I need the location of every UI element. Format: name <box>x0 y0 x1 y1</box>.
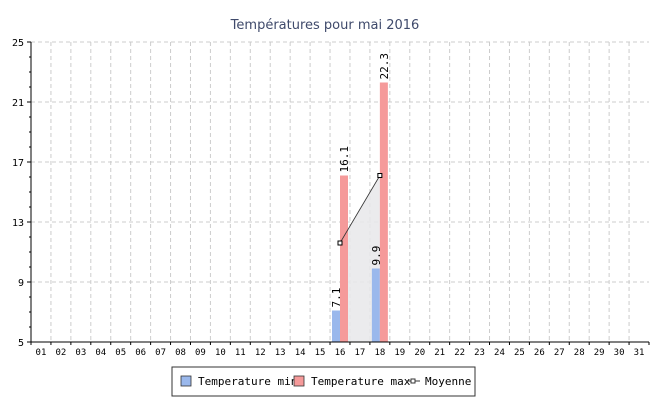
x-tick-label: 25 <box>514 348 525 358</box>
x-tick-label: 18 <box>374 348 385 358</box>
x-tick-label: 14 <box>295 348 306 358</box>
x-tick-label: 19 <box>394 348 405 358</box>
x-tick-label: 04 <box>95 348 106 358</box>
legend-swatch-min <box>180 375 192 387</box>
chart-title: Températures pour mai 2016 <box>230 18 420 33</box>
legend-box <box>171 366 476 397</box>
x-tick-label: 03 <box>75 348 86 358</box>
x-tick-label: 20 <box>414 348 425 358</box>
x-tick-label: 15 <box>315 348 326 358</box>
data-labels: 7.1 16.1 9.9 22.3 <box>330 53 391 308</box>
y-tick-label: 9 <box>18 278 24 289</box>
x-tick-label: 10 <box>215 348 226 358</box>
x-tick-label: 08 <box>175 348 186 358</box>
y-tick-label: 13 <box>12 218 24 229</box>
mean-marker <box>377 173 383 178</box>
average-area <box>340 175 380 342</box>
bars <box>332 82 388 342</box>
x-tick-label: 09 <box>195 348 206 358</box>
mean-line <box>339 175 381 244</box>
y-tick-label: 17 <box>12 158 24 169</box>
legend-label-mean: Moyenne <box>425 375 471 388</box>
bar-temperature-max <box>340 175 348 342</box>
data-label: 22.3 <box>378 53 391 80</box>
axes: 5 9 13 17 21 25 01 02 03 04 05 06 07 08 09 10 11 12 13 14 15… <box>12 38 650 358</box>
x-tick-label: 23 <box>474 348 485 358</box>
x-tick-label: 30 <box>614 348 625 358</box>
x-tick-label: 28 <box>574 348 585 358</box>
x-tick-label: 29 <box>594 348 605 358</box>
y-tick-label: 5 <box>18 338 24 349</box>
x-tick-label: 05 <box>115 348 126 358</box>
y-tick-label: 21 <box>12 98 24 109</box>
x-tick-label: 06 <box>135 348 146 358</box>
x-tick-label: 12 <box>255 348 266 358</box>
data-label: 9.9 <box>370 246 383 266</box>
x-tick-label: 24 <box>494 348 505 358</box>
x-tick-label: 07 <box>155 348 166 358</box>
legend: Temperature min Temperature max Moyenne <box>171 366 476 397</box>
average-line <box>337 173 383 246</box>
x-tick-label: 31 <box>634 348 645 358</box>
legend-marker-mean <box>410 378 416 384</box>
x-tick-label: 27 <box>554 348 565 358</box>
bar-temperature-min <box>371 268 380 342</box>
legend-swatch-max <box>293 375 305 387</box>
x-tick-label: 21 <box>434 348 445 358</box>
bar-temperature-max <box>379 82 388 342</box>
x-tick-label: 22 <box>454 348 465 358</box>
y-tick-label: 25 <box>12 38 24 49</box>
x-tick-label: 11 <box>235 348 246 358</box>
x-tick-label: 02 <box>55 348 66 358</box>
x-tick-label: 13 <box>275 348 286 358</box>
average-area-fill <box>340 175 380 342</box>
x-tick-label: 26 <box>534 348 545 358</box>
data-label: 16.1 <box>338 146 351 173</box>
x-tick-label: 17 <box>355 348 366 358</box>
mean-marker <box>337 240 343 246</box>
legend-label-max: Temperature max <box>311 375 411 388</box>
bar-temperature-min <box>332 310 340 342</box>
legend-label-min: Temperature min <box>198 375 297 388</box>
x-tick-label: 01 <box>36 348 47 358</box>
x-tick-label: 16 <box>335 348 346 358</box>
data-label: 7.1 <box>330 288 343 308</box>
